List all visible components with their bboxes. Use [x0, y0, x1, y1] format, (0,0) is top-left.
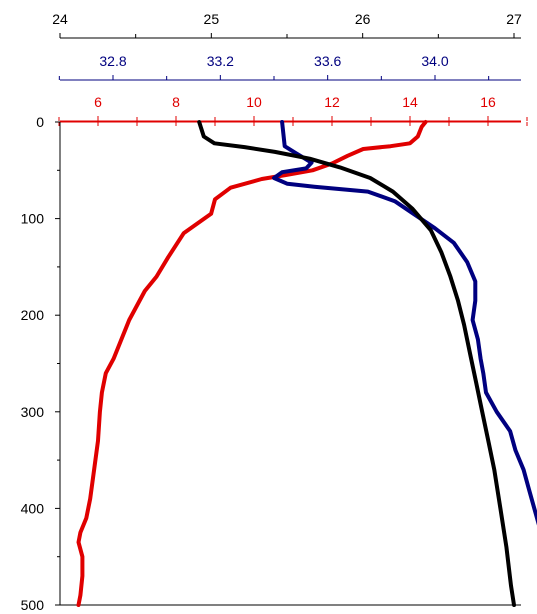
y-tick-label: 500 — [21, 597, 45, 613]
temperature-tick-label: 6 — [94, 94, 102, 110]
y-tick-label: 100 — [21, 211, 45, 227]
salinity-tick-label: 33.2 — [207, 53, 234, 69]
density-profile-line — [197, 120, 516, 607]
y-tick-label: 200 — [21, 307, 45, 323]
temperature-tick-label: 10 — [246, 94, 262, 110]
salinity-tick-label: 34.0 — [421, 53, 448, 69]
series-layer — [76, 120, 537, 607]
temperature-tick-label: 14 — [402, 94, 418, 110]
density-axis: 24 25 26 27 — [52, 11, 522, 39]
density-tick-label: 24 — [52, 11, 68, 27]
temperature-tick-label: 12 — [324, 94, 340, 110]
temperature-tick-label: 8 — [172, 94, 180, 110]
axes-layer: 24 25 26 27 32.8 33.2 33.6 34.0 6 8 10 12 14 16 0 100 20… — [21, 11, 528, 613]
temperature-tick-label: 16 — [480, 94, 496, 110]
salinity-profile-line — [272, 120, 537, 526]
salinity-tick-label: 33.6 — [314, 53, 341, 69]
density-tick-label: 27 — [506, 11, 522, 27]
y-tick-label: 300 — [21, 404, 45, 420]
density-tick-label: 25 — [204, 11, 220, 27]
density-tick-label: 26 — [355, 11, 371, 27]
y-tick-label: 0 — [36, 114, 44, 130]
temperature-profile-line — [76, 120, 428, 607]
y-tick-label: 400 — [21, 500, 45, 516]
temperature-axis: 6 8 10 12 14 16 — [58, 94, 528, 122]
salinity-tick-label: 32.8 — [99, 53, 126, 69]
salinity-axis: 32.8 33.2 33.6 34.0 — [58, 53, 521, 81]
